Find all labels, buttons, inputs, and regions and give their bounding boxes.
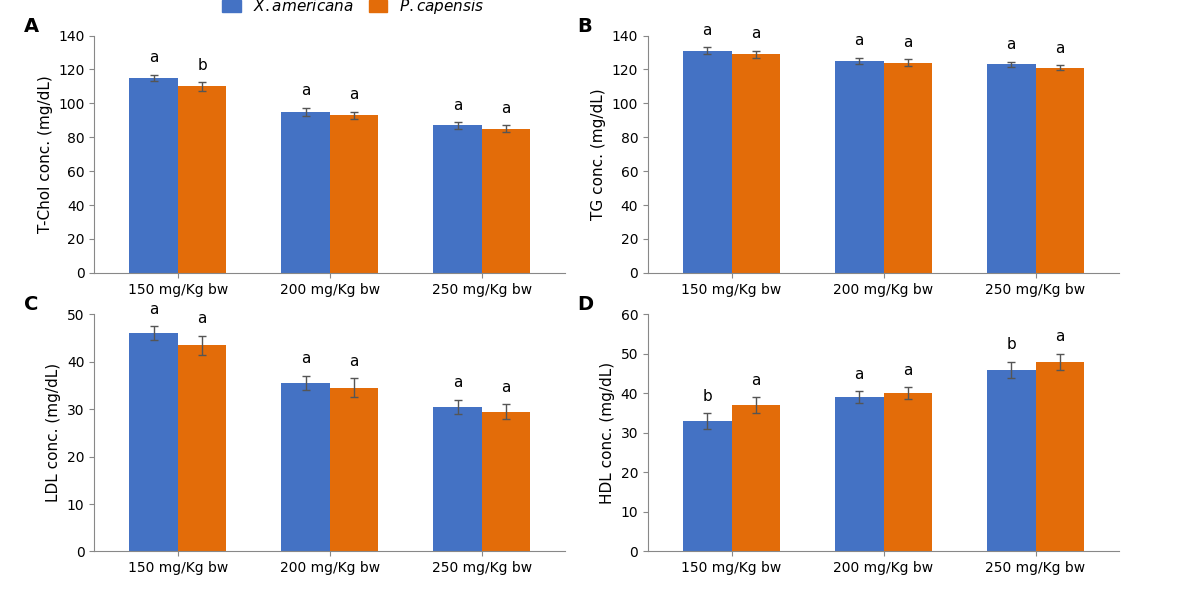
Bar	[683, 421, 732, 551]
Bar	[330, 388, 378, 551]
Text: a: a	[148, 302, 158, 317]
Bar	[1035, 362, 1084, 551]
Text: a: a	[300, 83, 310, 98]
Text: a: a	[904, 35, 913, 50]
Bar	[482, 412, 530, 551]
Bar	[130, 333, 178, 551]
Bar	[434, 407, 482, 551]
Bar	[178, 345, 226, 551]
Y-axis label: HDL conc. (mg/dL): HDL conc. (mg/dL)	[600, 362, 615, 504]
Text: a: a	[1055, 41, 1065, 56]
Text: a: a	[148, 50, 158, 65]
Y-axis label: LDL conc. (mg/dL): LDL conc. (mg/dL)	[46, 364, 61, 502]
Bar	[987, 369, 1035, 551]
Text: a: a	[752, 373, 761, 388]
Bar	[732, 405, 780, 551]
Bar	[835, 61, 884, 273]
Bar	[482, 129, 530, 273]
Bar	[178, 87, 226, 273]
Text: b: b	[1006, 337, 1017, 352]
Text: C: C	[24, 295, 38, 314]
Bar	[884, 63, 932, 273]
Bar	[330, 115, 378, 273]
Text: a: a	[452, 97, 462, 113]
Y-axis label: TG conc. (mg/dL): TG conc. (mg/dL)	[591, 88, 607, 220]
Bar	[884, 393, 932, 551]
Bar	[683, 51, 732, 273]
Bar	[835, 397, 884, 551]
Text: b: b	[702, 388, 712, 404]
Text: a: a	[1006, 37, 1015, 52]
Bar	[130, 78, 178, 273]
Text: a: a	[502, 380, 511, 395]
Text: b: b	[197, 58, 207, 73]
Text: a: a	[198, 311, 207, 326]
Text: a: a	[300, 352, 310, 366]
Text: a: a	[350, 87, 359, 103]
Text: a: a	[702, 23, 712, 38]
Bar	[434, 125, 482, 273]
Text: a: a	[904, 363, 913, 378]
Text: a: a	[1055, 329, 1065, 345]
Text: a: a	[350, 354, 359, 369]
Text: D: D	[577, 295, 594, 314]
Bar	[1035, 68, 1084, 273]
Text: a: a	[502, 101, 511, 116]
Bar	[282, 383, 330, 551]
Text: A: A	[24, 17, 39, 36]
Text: a: a	[854, 367, 863, 382]
Legend: $\it{X. americana}$, $\it{P. capensis}$: $\it{X. americana}$, $\it{P. capensis}$	[216, 0, 491, 23]
Bar	[282, 112, 330, 273]
Text: a: a	[854, 33, 863, 48]
Bar	[732, 54, 780, 273]
Text: a: a	[452, 375, 462, 390]
Text: a: a	[752, 26, 761, 42]
Y-axis label: T-Chol conc. (mg/dL): T-Chol conc. (mg/dL)	[38, 75, 53, 233]
Text: B: B	[577, 17, 593, 36]
Bar	[987, 65, 1035, 273]
